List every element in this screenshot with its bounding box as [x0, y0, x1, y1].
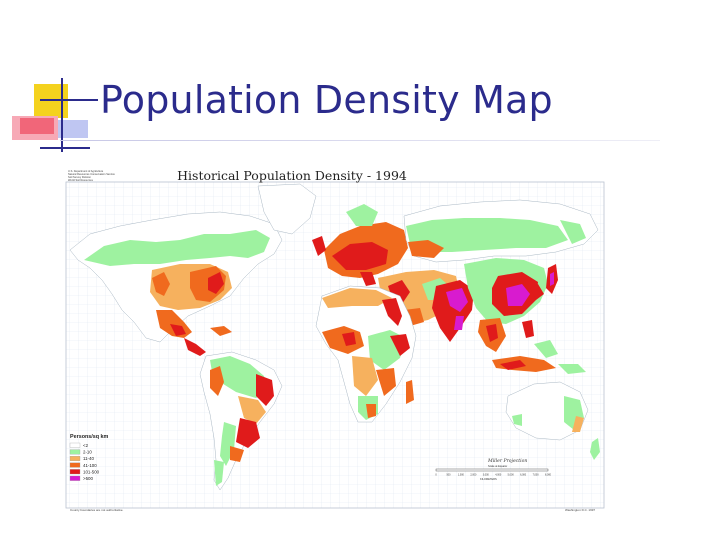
source-line-2: Natural Resources Conservation Service [68, 172, 115, 176]
map-footer-credit: Washington D.C. 1997 [565, 508, 595, 512]
region-east-asia [464, 258, 558, 372]
source-line-4: World Soil Resources [68, 178, 94, 182]
legend-label: 11-40 [83, 456, 94, 461]
scale-unit: KILOMETERS [480, 477, 497, 481]
legend-title: Persons/sq km [70, 434, 109, 440]
scale-tick-label: 1,000 [458, 474, 465, 477]
scale-tick-label: 4,000 [495, 474, 502, 477]
scale-tick-label: 6,000 [520, 474, 527, 477]
title-accent-graphic [12, 78, 98, 152]
accent-red-bar [20, 118, 54, 134]
title-divider [60, 140, 660, 141]
legend-label: 2-10 [83, 450, 92, 455]
scale-tick-label: 0 [435, 474, 437, 477]
region-north-asia [403, 199, 599, 263]
source-line-1: U.S. Department of Agriculture [68, 169, 104, 173]
scale-tick-label: 8,000 [545, 474, 552, 477]
map-footer-note: County boundaries are not authoritative. [70, 508, 124, 512]
continent-north-america [69, 183, 317, 356]
map-scale: Miller Projection Scale at Equator 0 500 1… [435, 458, 551, 481]
map-canvas: U.S. Department of Agriculture Natural R… [65, 168, 605, 512]
continent-europe [312, 204, 408, 286]
accent-lavender-square [58, 120, 88, 138]
scale-tick-label: 5,000 [508, 474, 515, 477]
scale-ticks: 0 500 1,000 2,000 3,000 4,000 5,000 6,000 7,000 8… [435, 474, 551, 477]
legend-label: >500 [83, 476, 93, 481]
scale-tick-label: 2,000 [470, 474, 477, 477]
legend-swatch [69, 456, 81, 461]
legend-swatch [69, 462, 81, 468]
continent-south-america [199, 351, 283, 491]
scale-bar [435, 468, 549, 472]
scale-tick-label: 500 [446, 474, 451, 477]
scale-tick-label: 7,000 [533, 474, 540, 477]
scale-tick-label: 3,000 [483, 474, 490, 477]
population-density-map: U.S. Department of Agriculture Natural R… [60, 160, 608, 513]
continent-australia [505, 364, 600, 460]
map-title: Historical Population Density - 1994 [177, 168, 407, 183]
slide-title: Population Density Map [100, 78, 553, 122]
legend-label: 101-500 [83, 469, 100, 474]
legend-label: 41-100 [83, 463, 97, 468]
title-accent-decoration [0, 0, 100, 170]
legend-swatch [69, 442, 81, 448]
source-line-3: Soil Survey Division [68, 175, 91, 179]
legend-swatch [69, 449, 81, 455]
legend-label: <2 [83, 443, 89, 448]
projection-label: Miller Projection [487, 458, 527, 464]
legend-swatch [69, 475, 81, 481]
continent-africa [315, 285, 417, 423]
legend-swatch [69, 469, 81, 475]
region-south-asia [432, 280, 474, 342]
scale-note: Scale at Equator [488, 464, 507, 468]
